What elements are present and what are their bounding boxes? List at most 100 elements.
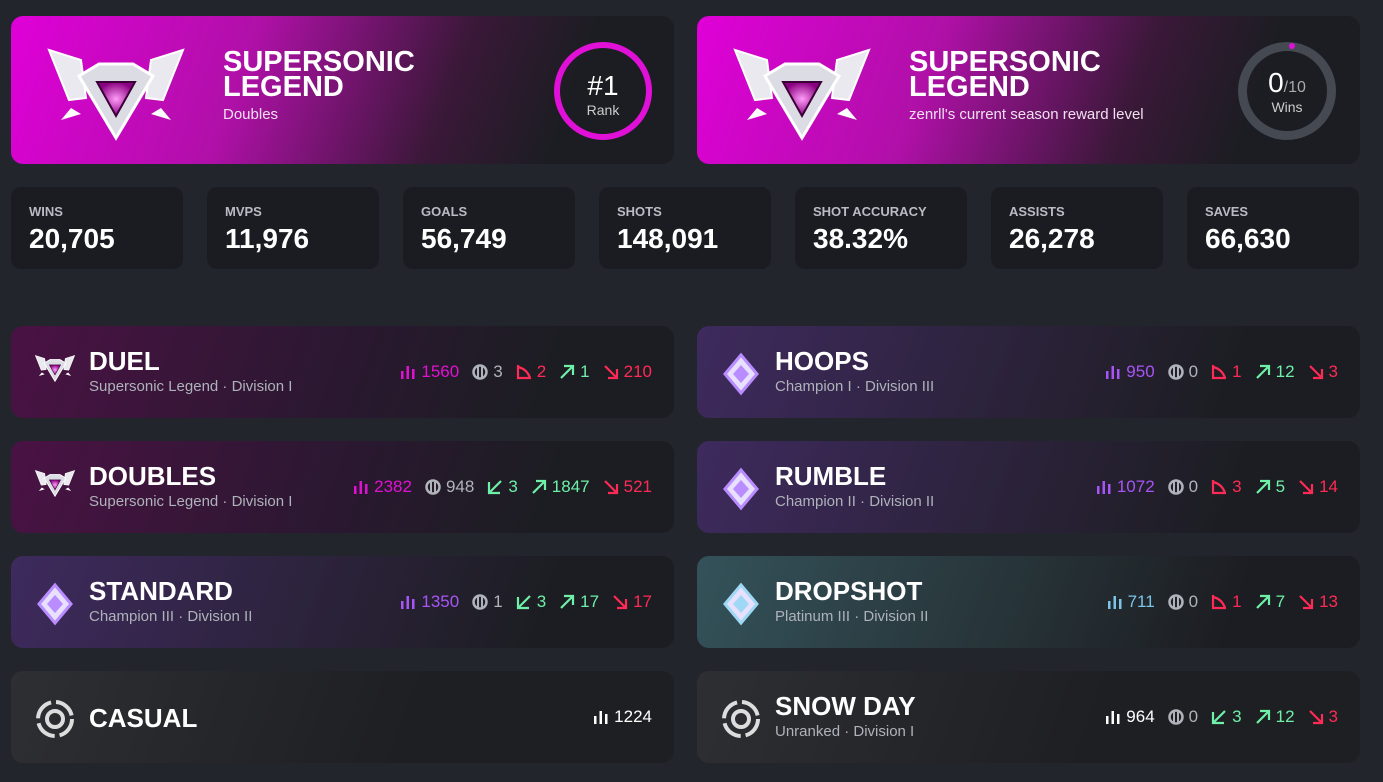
playlist-card-dropshot[interactable]: DROPSHOT Platinum III · Division II 711 0 1 7… (697, 556, 1360, 648)
playlist-stats: 964 0 3 12 3 (1104, 707, 1338, 727)
playlist-name: RUMBLE (775, 461, 887, 491)
win-streak-stat: 5 (1254, 477, 1285, 497)
loss-streak-stat: 3 (1307, 707, 1338, 727)
unranked-icon (33, 697, 77, 738)
playlist-card-duel[interactable]: DUEL Supersonic Legend · Division I 1560 3 2… (11, 326, 674, 418)
percentile-down-stat: 2 (515, 362, 546, 382)
mvp-ball-stat: 3 (471, 362, 503, 382)
stat-card-saves: SAVES 66,630 (1187, 187, 1359, 269)
mvp-ball-stat: 0 (1167, 592, 1198, 612)
games-played-stat: 1224 (592, 707, 652, 727)
playlist-card-hoops[interactable]: HOOPS Champion I · Division III 950 0 1 12 3 (697, 326, 1360, 418)
games-played-icon (1095, 478, 1113, 496)
loss-streak-stat: 521 (602, 477, 652, 497)
stat-value: 26,278 (1009, 223, 1095, 254)
loss-streak-icon (1297, 593, 1315, 611)
playlist-stats: 950 0 1 12 3 (1104, 362, 1338, 382)
percentile-up-icon (1210, 708, 1228, 726)
mvp-ball-icon (1167, 478, 1185, 496)
playlist-rank: Champion III · Division II (89, 608, 253, 625)
playlist-stats: 1072 0 3 5 14 (1095, 477, 1338, 497)
playlist-rank: Supersonic Legend · Division I (89, 378, 293, 395)
win-streak-icon (530, 478, 548, 496)
win-streak-icon (1254, 478, 1272, 496)
mvp-ball-icon (471, 593, 489, 611)
champion-icon (719, 352, 763, 396)
games-played-stat: 1350 (399, 592, 459, 612)
percentile-down-icon (515, 363, 533, 381)
loss-streak-icon (602, 478, 620, 496)
playlist-card-standard[interactable]: STANDARD Champion III · Division II 1350 1 3… (11, 556, 674, 648)
loss-streak-icon (1307, 708, 1325, 726)
champion-icon (33, 582, 77, 626)
playlist-stats: 1224 (592, 707, 652, 727)
playlist-name: DOUBLES (89, 461, 217, 491)
mvp-ball-stat: 948 (424, 477, 474, 497)
stat-value: 66,630 (1205, 223, 1291, 254)
stat-value: 38.32% (813, 223, 908, 254)
ssl-icon (33, 467, 77, 507)
playlist-name: DUEL (89, 346, 160, 376)
loss-streak-icon (1297, 478, 1315, 496)
percentile-down-stat: 3 (1210, 477, 1242, 497)
loss-streak-stat: 210 (602, 362, 652, 382)
playlist-name: DROPSHOT (775, 576, 923, 606)
stat-label: ASSISTS (1009, 204, 1065, 219)
platinum-icon (719, 582, 763, 626)
percentile-up-stat: 3 (515, 592, 546, 612)
playlist-stats: 1560 3 2 1 210 (399, 362, 652, 382)
unranked-icon (719, 697, 763, 738)
stat-card-wins: WINS 20,705 (11, 187, 183, 269)
games-played-stat: 964 (1104, 707, 1155, 727)
win-streak-icon (1254, 593, 1272, 611)
percentile-down-icon (1210, 363, 1228, 381)
playlist-stats: 2382 948 3 1847 521 (352, 477, 652, 497)
wins-progress-ring: 0/10 Wins (1238, 42, 1336, 140)
win-streak-icon (558, 363, 576, 381)
playlist-name: SNOW DAY (775, 691, 916, 721)
percentile-down-stat: 1 (1210, 362, 1242, 382)
games-played-icon (399, 593, 417, 611)
stat-label: SAVES (1205, 204, 1249, 219)
rank-subtitle: Doubles (223, 106, 279, 123)
ssl-icon (33, 352, 77, 392)
season-reward-card: SUPERSONIC LEGEND zenrll's current season… (697, 16, 1360, 164)
mvp-ball-stat: 0 (1167, 477, 1198, 497)
playlist-rank: Supersonic Legend · Division I (89, 493, 293, 510)
games-played-icon (352, 478, 370, 496)
playlist-card-casual[interactable]: CASUAL 1224 (11, 671, 674, 763)
mvp-ball-icon (1167, 708, 1185, 726)
loss-streak-icon (1307, 363, 1325, 381)
games-played-stat: 711 (1106, 592, 1155, 612)
percentile-up-icon (486, 478, 504, 496)
win-streak-stat: 12 (1254, 707, 1295, 727)
playlist-rank: Unranked · Division I (775, 723, 915, 740)
rank-title: SUPERSONIC LEGEND (223, 46, 415, 103)
stat-label: GOALS (421, 204, 468, 219)
playlist-card-doubles[interactable]: DOUBLES Supersonic Legend · Division I 238… (11, 441, 674, 533)
stat-value: 20,705 (29, 223, 115, 254)
games-played-icon (399, 363, 417, 381)
games-played-stat: 2382 (352, 477, 412, 497)
playlist-rank: Platinum III · Division II (775, 608, 929, 625)
loss-streak-stat: 13 (1297, 592, 1338, 612)
stat-value: 148,091 (617, 223, 719, 254)
mvp-ball-stat: 1 (471, 592, 503, 612)
stat-value: 56,749 (421, 223, 507, 254)
playlist-card-rumble[interactable]: RUMBLE Champion II · Division II 1072 0 3 5 14 (697, 441, 1360, 533)
supersonic-legend-rank-icon (41, 38, 191, 142)
win-streak-stat: 1 (558, 362, 590, 382)
percentile-up-stat: 3 (1210, 707, 1242, 727)
percentile-down-icon (1210, 478, 1228, 496)
mvp-ball-icon (471, 363, 489, 381)
top-rank-card: SUPERSONIC LEGEND Doubles #1 Rank (11, 16, 674, 164)
playlist-card-snow-day[interactable]: SNOW DAY Unranked · Division I 964 0 3 12 3 (697, 671, 1360, 763)
loss-streak-icon (611, 593, 629, 611)
stat-card-mvps: MVPS 11,976 (207, 187, 379, 269)
win-streak-stat: 1847 (530, 477, 590, 497)
stat-card-assists: ASSISTS 26,278 (991, 187, 1163, 269)
playlist-rank: Champion II · Division II (775, 493, 935, 510)
loss-streak-stat: 17 (611, 592, 652, 612)
games-played-stat: 950 (1104, 362, 1155, 382)
percentile-up-icon (515, 593, 533, 611)
